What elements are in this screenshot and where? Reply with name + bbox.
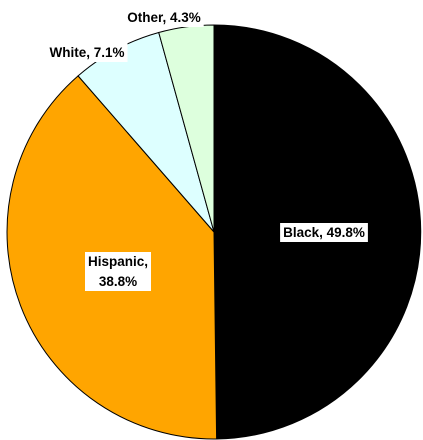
pie-label-text: Hispanic, 38.8% (88, 254, 148, 289)
pie-label-background (46, 43, 128, 62)
pie-label-other: Other, 4.3% (124, 8, 204, 27)
pie-label-text: Black, 49.8% (283, 225, 365, 240)
pie-label-text: Other, 4.3% (127, 10, 201, 25)
pie-label-background (85, 252, 151, 291)
pie-label-black: Black, 49.8% (280, 223, 368, 242)
pie-label-white: White, 7.1% (46, 43, 128, 62)
pie-label-background (124, 8, 204, 27)
pie-label-hispanic: Hispanic, 38.8% (85, 252, 151, 291)
pie-label-text: White, 7.1% (49, 45, 124, 60)
pie-label-background (280, 223, 368, 242)
pie-labels: Black, 49.8% Hispanic, 38.8% White, 7.1% Oth… (46, 8, 368, 291)
